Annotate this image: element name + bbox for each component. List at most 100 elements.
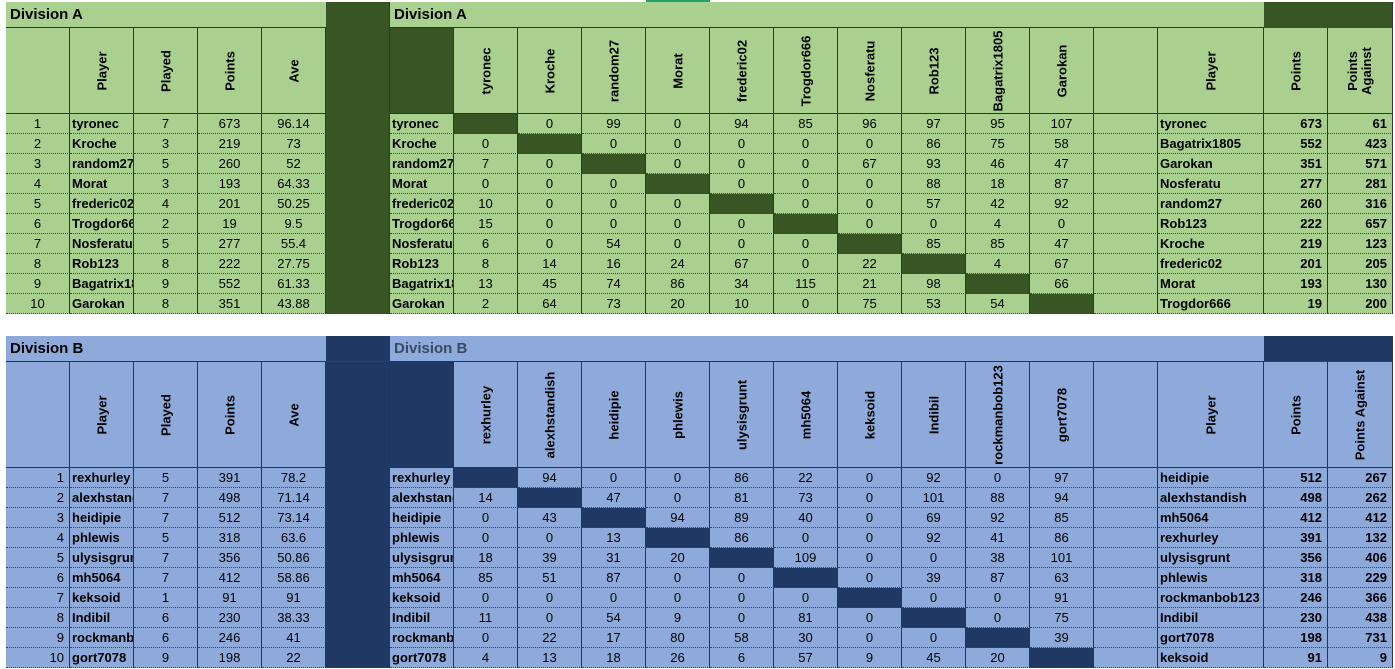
blank-cell[interactable]: [1094, 568, 1158, 588]
points-cell[interactable]: 198: [198, 648, 262, 668]
matrix-score-cell[interactable]: 88: [902, 174, 966, 194]
matrix-row-player-cell[interactable]: frederic02: [390, 194, 454, 214]
ave-cell[interactable]: 22: [262, 648, 326, 668]
matrix-score-cell[interactable]: 0: [646, 214, 710, 234]
matrix-score-cell[interactable]: 4: [454, 648, 518, 668]
ave-cell[interactable]: 63.6: [262, 528, 326, 548]
rank-column-header[interactable]: [6, 362, 70, 468]
player-name-cell[interactable]: Nosferatu: [70, 234, 134, 254]
points-cell[interactable]: 277: [198, 234, 262, 254]
matrix-score-cell[interactable]: 0: [966, 468, 1030, 488]
blank-cell[interactable]: [1094, 648, 1158, 668]
ranking-points-against-cell[interactable]: 281: [1328, 174, 1393, 194]
matrix-score-cell[interactable]: 98: [902, 274, 966, 294]
matrix-score-cell[interactable]: 0: [710, 568, 774, 588]
ranking-points-cell[interactable]: 198: [1264, 628, 1328, 648]
ranking-points-cell[interactable]: 391: [1264, 528, 1328, 548]
matrix-score-cell[interactable]: 21: [838, 274, 902, 294]
blank-cell[interactable]: [1094, 488, 1158, 508]
ranking-points-against-header[interactable]: Points Against: [1328, 28, 1393, 114]
rank-cell[interactable]: 4: [6, 528, 70, 548]
matrix-column-header[interactable]: Morat: [646, 28, 710, 114]
blank-cell[interactable]: [1094, 254, 1158, 274]
matrix-score-cell[interactable]: 0: [774, 134, 838, 154]
matrix-score-cell[interactable]: 0: [774, 234, 838, 254]
ranking-points-cell[interactable]: 201: [1264, 254, 1328, 274]
matrix-score-cell[interactable]: 86: [646, 274, 710, 294]
matrix-score-cell[interactable]: 7: [454, 154, 518, 174]
ranking-points-cell[interactable]: 498: [1264, 488, 1328, 508]
rank-cell[interactable]: 8: [6, 254, 70, 274]
ranking-points-against-cell[interactable]: 130: [1328, 274, 1393, 294]
blank-column-header[interactable]: [1094, 28, 1158, 114]
matrix-column-header[interactable]: rockmanbob123: [966, 362, 1030, 468]
ranking-points-cell[interactable]: 318: [1264, 568, 1328, 588]
blank-cell[interactable]: [1094, 588, 1158, 608]
matrix-score-cell[interactable]: 0: [838, 134, 902, 154]
matrix-score-cell[interactable]: 87: [1030, 174, 1094, 194]
matrix-score-cell[interactable]: 94: [646, 508, 710, 528]
matrix-score-cell[interactable]: 15: [454, 214, 518, 234]
player-name-cell[interactable]: Rob123: [70, 254, 134, 274]
ranking-points-against-cell[interactable]: 229: [1328, 568, 1393, 588]
blank-cell[interactable]: [1094, 194, 1158, 214]
ave-cell[interactable]: 91: [262, 588, 326, 608]
played-cell[interactable]: 4: [134, 194, 198, 214]
matrix-score-cell[interactable]: 75: [1030, 608, 1094, 628]
blank-cell[interactable]: [1094, 468, 1158, 488]
ave-column-header[interactable]: Ave: [262, 28, 326, 114]
matrix-column-header[interactable]: Indibil: [902, 362, 966, 468]
matrix-row-player-cell[interactable]: keksoid: [390, 588, 454, 608]
matrix-row-player-cell[interactable]: mh5064: [390, 568, 454, 588]
matrix-score-cell[interactable]: 17: [582, 628, 646, 648]
blank-cell[interactable]: [1094, 274, 1158, 294]
matrix-score-cell[interactable]: 75: [966, 134, 1030, 154]
matrix-score-cell[interactable]: 0: [454, 588, 518, 608]
player-name-cell[interactable]: Kroche: [70, 134, 134, 154]
played-cell[interactable]: 5: [134, 154, 198, 174]
matrix-score-cell[interactable]: 6: [454, 234, 518, 254]
played-cell[interactable]: 7: [134, 508, 198, 528]
blank-cell[interactable]: [1094, 294, 1158, 314]
points-cell[interactable]: 260: [198, 154, 262, 174]
matrix-score-cell[interactable]: 0: [838, 194, 902, 214]
matrix-score-cell[interactable]: 85: [1030, 508, 1094, 528]
ranking-points-cell[interactable]: 277: [1264, 174, 1328, 194]
matrix-score-cell[interactable]: 95: [966, 114, 1030, 134]
matrix-column-header[interactable]: Nosferatu: [838, 28, 902, 114]
ranking-points-against-cell[interactable]: 423: [1328, 134, 1393, 154]
player-name-cell[interactable]: gort7078: [70, 648, 134, 668]
player-name-cell[interactable]: Indibil: [70, 608, 134, 628]
matrix-score-cell[interactable]: 0: [838, 548, 902, 568]
rank-cell[interactable]: 7: [6, 234, 70, 254]
points-cell[interactable]: 673: [198, 114, 262, 134]
matrix-diagonal-cell[interactable]: [902, 254, 966, 274]
matrix-column-header[interactable]: frederic02: [710, 28, 774, 114]
matrix-score-cell[interactable]: 47: [1030, 234, 1094, 254]
player-name-cell[interactable]: keksoid: [70, 588, 134, 608]
matrix-row-player-cell[interactable]: Indibil: [390, 608, 454, 628]
points-cell[interactable]: 230: [198, 608, 262, 628]
matrix-score-cell[interactable]: 0: [838, 608, 902, 628]
player-column-header[interactable]: Player: [70, 362, 134, 468]
matrix-row-player-cell[interactable]: random27: [390, 154, 454, 174]
matrix-diagonal-cell[interactable]: [902, 608, 966, 628]
ave-column-header[interactable]: Ave: [262, 362, 326, 468]
player-name-cell[interactable]: rexhurley: [70, 468, 134, 488]
matrix-score-cell[interactable]: 0: [710, 214, 774, 234]
rank-cell[interactable]: 9: [6, 274, 70, 294]
points-cell[interactable]: 351: [198, 294, 262, 314]
matrix-score-cell[interactable]: 0: [838, 508, 902, 528]
ranking-points-against-cell[interactable]: 406: [1328, 548, 1393, 568]
player-name-cell[interactable]: phlewis: [70, 528, 134, 548]
matrix-score-cell[interactable]: 0: [774, 254, 838, 274]
matrix-score-cell[interactable]: 115: [774, 274, 838, 294]
rank-cell[interactable]: 3: [6, 154, 70, 174]
matrix-score-cell[interactable]: 22: [774, 468, 838, 488]
played-cell[interactable]: 7: [134, 114, 198, 134]
matrix-column-header[interactable]: Trogdor666: [774, 28, 838, 114]
matrix-score-cell[interactable]: 93: [902, 154, 966, 174]
matrix-score-cell[interactable]: 0: [902, 588, 966, 608]
matrix-score-cell[interactable]: 0: [774, 294, 838, 314]
matrix-score-cell[interactable]: 0: [966, 608, 1030, 628]
